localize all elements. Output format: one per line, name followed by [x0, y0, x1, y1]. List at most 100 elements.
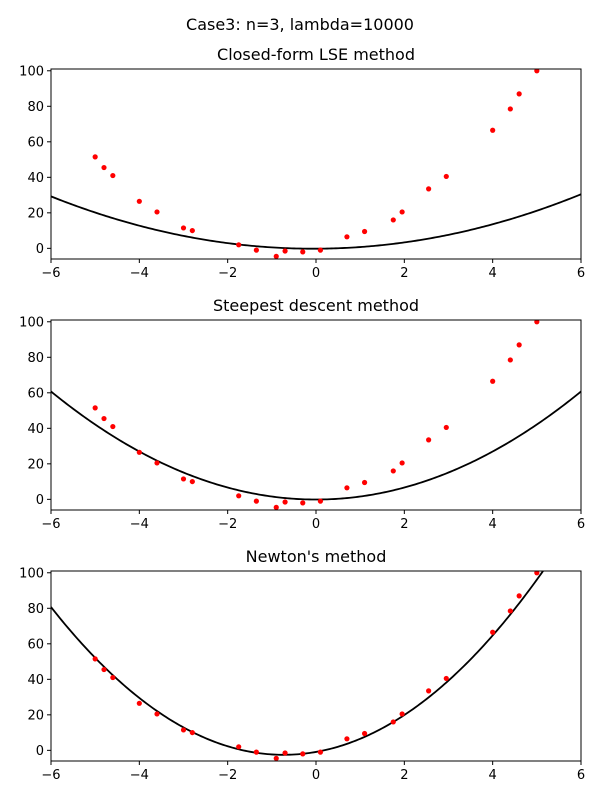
data-point — [516, 91, 522, 97]
data-point — [101, 415, 107, 422]
data-point — [390, 217, 396, 223]
x-tick-label: 2 — [400, 517, 408, 532]
y-tick-label: 40 — [27, 171, 44, 186]
y-tick-label: 40 — [27, 422, 44, 437]
data-point — [317, 498, 324, 504]
data-point — [110, 674, 116, 681]
data-point — [92, 405, 98, 411]
data-point — [300, 249, 306, 255]
data-point — [399, 460, 405, 466]
data-point — [426, 437, 432, 443]
y-tick-label: 60 — [27, 135, 44, 150]
y-tick-label: 20 — [27, 708, 44, 723]
data-point — [426, 186, 432, 192]
x-tick-label: −6 — [41, 517, 60, 532]
data-point — [180, 225, 187, 231]
x-tick-label: −2 — [218, 517, 237, 532]
x-tick-label: 4 — [489, 517, 497, 532]
panel-title: Newton's method — [246, 547, 387, 566]
y-tick-label: 80 — [27, 100, 44, 115]
data-point — [180, 727, 187, 733]
data-point — [317, 247, 324, 253]
data-point — [282, 499, 288, 505]
fit-curve — [51, 571, 545, 756]
x-tick-label: 0 — [312, 517, 320, 532]
data-point — [490, 629, 496, 635]
data-point — [136, 700, 142, 706]
x-tick-label: −4 — [130, 517, 149, 532]
x-tick-label: 6 — [577, 517, 585, 532]
y-tick-label: 0 — [36, 493, 44, 508]
data-point — [426, 688, 432, 694]
y-tick-label: 80 — [27, 351, 44, 366]
data-point — [253, 247, 259, 253]
data-point — [101, 164, 107, 171]
data-point — [534, 320, 540, 325]
y-tick-label: 20 — [27, 457, 44, 472]
data-point — [300, 751, 306, 757]
data-point — [516, 342, 522, 348]
x-tick-label: 4 — [489, 266, 497, 281]
data-point — [443, 173, 449, 180]
y-tick-label: 40 — [27, 673, 44, 688]
data-point — [390, 719, 396, 725]
data-point — [534, 69, 540, 74]
data-point — [253, 749, 259, 755]
y-tick-label: 20 — [27, 206, 44, 221]
data-point — [399, 711, 405, 717]
panels: Closed-form LSE method−6 −4 −2 0 2 4 602040608… — [19, 45, 585, 783]
data-point — [189, 478, 195, 485]
data-point — [390, 468, 396, 474]
panel-title: Steepest descent method — [213, 296, 419, 315]
figure-suptitle: Case3: n=3, lambda=10000 — [186, 15, 414, 34]
y-tick-label: 100 — [19, 64, 44, 79]
x-tick-label: −4 — [130, 266, 149, 281]
data-point — [101, 666, 107, 673]
data-point — [507, 106, 513, 112]
data-point — [344, 736, 350, 742]
data-point — [317, 749, 324, 755]
data-point — [236, 242, 242, 248]
data-point — [282, 248, 288, 254]
data-point — [443, 424, 449, 431]
x-tick-label: −6 — [41, 768, 60, 783]
data-point — [236, 744, 242, 750]
data-point — [443, 675, 449, 682]
data-point — [361, 228, 368, 235]
data-point — [507, 608, 513, 614]
y-tick-label: 100 — [19, 566, 44, 581]
y-tick-label: 0 — [36, 744, 44, 759]
data-point — [154, 209, 160, 215]
axes-frame — [50, 68, 582, 260]
data-point — [273, 755, 279, 761]
x-tick-label: 6 — [577, 266, 585, 281]
y-tick-label: 60 — [27, 637, 44, 652]
data-point — [253, 498, 259, 504]
data-point — [361, 479, 368, 486]
y-tick-label: 0 — [36, 242, 44, 257]
x-tick-label: 6 — [577, 768, 585, 783]
data-point — [92, 656, 98, 662]
x-tick-label: 2 — [400, 266, 408, 281]
panel-title: Closed-form LSE method — [217, 45, 415, 64]
data-point — [136, 198, 142, 204]
data-point — [110, 423, 116, 430]
data-point — [189, 729, 195, 736]
data-point — [516, 593, 522, 599]
data-point — [154, 711, 160, 717]
data-point — [507, 357, 513, 363]
data-point — [92, 154, 98, 160]
data-point — [344, 485, 350, 491]
x-tick-label: −2 — [218, 266, 237, 281]
data-point — [136, 449, 142, 455]
data-point — [273, 504, 279, 510]
data-point — [490, 378, 496, 384]
x-tick-label: 0 — [312, 768, 320, 783]
x-tick-label: −4 — [130, 768, 149, 783]
data-point — [273, 253, 279, 259]
y-tick-label: 80 — [27, 602, 44, 617]
axes-frame — [50, 570, 582, 762]
y-tick-label: 60 — [27, 386, 44, 401]
data-point — [110, 172, 116, 179]
